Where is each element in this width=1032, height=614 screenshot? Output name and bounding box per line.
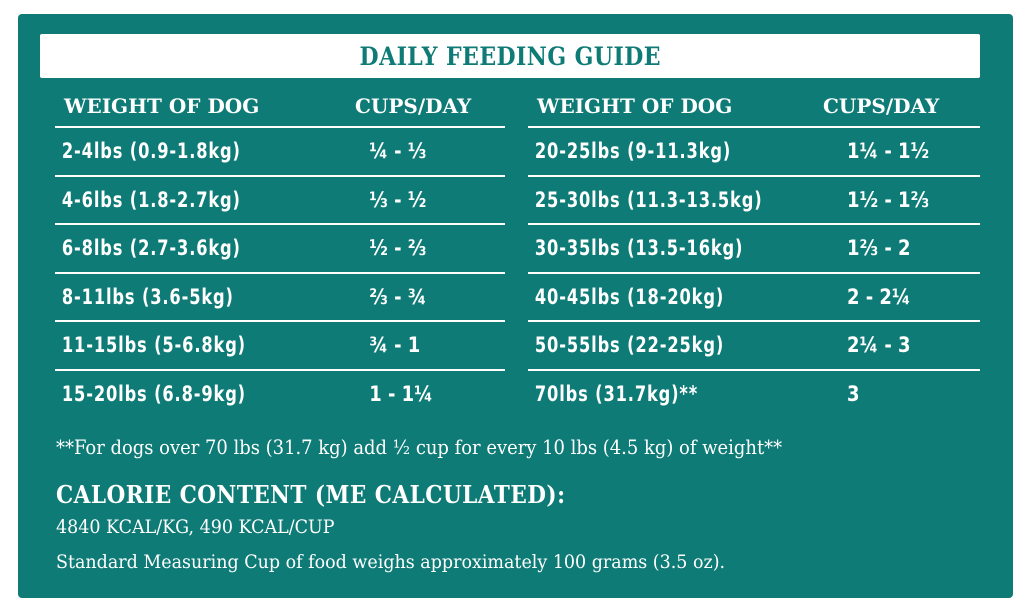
weight-cell: 50-55lbs (22-25kg)	[534, 333, 725, 358]
cups-cell: ⅓ - ½	[369, 187, 427, 212]
weight-cell: 25-30lbs (11.3-13.5kg)	[534, 187, 763, 212]
weight-cell: 40-45lbs (18-20kg)	[534, 284, 725, 309]
cups-cell: 3	[847, 381, 860, 406]
cups-cell: 2¼ - 3	[847, 333, 911, 358]
header-weight: WEIGHT OF DOG	[537, 94, 733, 118]
weight-cell: 2-4lbs (0.9-1.8kg)	[61, 139, 241, 164]
table-row: 30-35lbs (13.5-16kg) 1⅔ - 2	[528, 223, 980, 272]
calorie-values: 4840 KCAL/KG, 490 KCAL/CUP	[56, 516, 335, 538]
table-row: 50-55lbs (22-25kg) 2¼ - 3	[528, 320, 980, 369]
table-row: 4-6lbs (1.8-2.7kg) ⅓ - ½	[55, 174, 505, 224]
header-cups: CUPS/DAY	[823, 94, 940, 118]
page-title: DAILY FEEDING GUIDE	[359, 41, 661, 71]
weight-cell: 20-25lbs (9-11.3kg)	[534, 139, 732, 164]
cups-cell: ½ - ⅔	[369, 236, 427, 261]
table-header: WEIGHT OF DOG CUPS/DAY	[528, 86, 980, 126]
table-row: 6-8lbs (2.7-3.6kg) ½ - ⅔	[55, 223, 505, 272]
cups-cell: 1⅔ - 2	[847, 236, 911, 261]
table-row: 40-45lbs (18-20kg) 2 - 2¼	[528, 271, 980, 321]
cups-cell: 2 - 2¼	[847, 284, 911, 309]
cups-cell: 1 - 1¼	[369, 381, 433, 406]
table-row: 11-15lbs (5-6.8kg) ¾ - 1	[55, 320, 505, 369]
table-row: 20-25lbs (9-11.3kg) 1¼ - 1½	[528, 126, 980, 175]
weight-cell: 11-15lbs (5-6.8kg)	[61, 333, 246, 358]
table-header: WEIGHT OF DOG CUPS/DAY	[55, 86, 505, 126]
cups-cell: ¾ - 1	[369, 333, 421, 358]
table-row: 70lbs (31.7kg)** 3	[528, 368, 980, 418]
cups-cell: 1½ - 1⅔	[847, 187, 930, 212]
weight-cell: 30-35lbs (13.5-16kg)	[534, 236, 744, 261]
footnote: **For dogs over 70 lbs (31.7 kg) add ½ c…	[56, 436, 783, 459]
title-banner: DAILY FEEDING GUIDE	[40, 34, 980, 78]
table-row: 15-20lbs (6.8-9kg) 1 - 1¼	[55, 368, 505, 418]
weight-cell: 70lbs (31.7kg)**	[534, 381, 699, 406]
table-row: 8-11lbs (3.6-5kg) ⅔ - ¾	[55, 271, 505, 321]
header-cups: CUPS/DAY	[355, 94, 472, 118]
feeding-table-right: WEIGHT OF DOG CUPS/DAY 20-25lbs (9-11.3k…	[528, 86, 980, 417]
weight-cell: 6-8lbs (2.7-3.6kg)	[61, 236, 241, 261]
header-weight: WEIGHT OF DOG	[64, 94, 260, 118]
weight-cell: 4-6lbs (1.8-2.7kg)	[61, 187, 241, 212]
table-row: 2-4lbs (0.9-1.8kg) ¼ - ⅓	[55, 126, 505, 175]
feeding-table-left: WEIGHT OF DOG CUPS/DAY 2-4lbs (0.9-1.8kg…	[55, 86, 505, 417]
cups-cell: 1¼ - 1½	[847, 139, 930, 164]
cups-cell: ¼ - ⅓	[369, 139, 427, 164]
cups-cell: ⅔ - ¾	[369, 284, 427, 309]
measuring-cup-note: Standard Measuring Cup of food weighs ap…	[56, 551, 726, 573]
feeding-guide-panel	[18, 14, 1013, 598]
calorie-heading: CALORIE CONTENT (ME CALCULATED):	[56, 480, 566, 509]
weight-cell: 15-20lbs (6.8-9kg)	[61, 381, 246, 406]
weight-cell: 8-11lbs (3.6-5kg)	[61, 284, 234, 309]
table-row: 25-30lbs (11.3-13.5kg) 1½ - 1⅔	[528, 174, 980, 224]
